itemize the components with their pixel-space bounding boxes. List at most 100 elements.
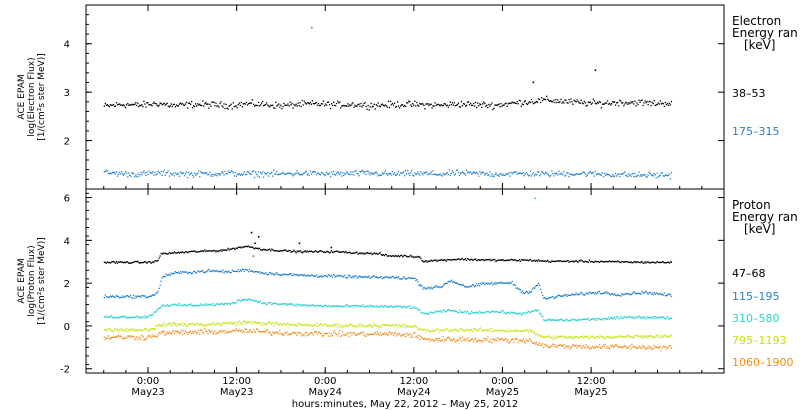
proton-point — [636, 293, 638, 295]
electron-point — [478, 105, 480, 107]
proton-point — [386, 255, 389, 257]
proton-point — [151, 328, 153, 331]
proton-series-4 — [103, 328, 673, 352]
proton-point — [485, 338, 487, 340]
proton-point — [554, 344, 556, 346]
proton-point — [141, 294, 143, 297]
proton-point — [605, 336, 608, 338]
proton-point — [457, 312, 460, 314]
proton-legend-item: 795–1193 — [732, 334, 787, 347]
proton-point — [627, 317, 629, 319]
proton-point — [204, 324, 206, 327]
electron-point — [386, 106, 389, 108]
proton-point — [290, 333, 292, 335]
electron-point — [272, 104, 274, 106]
electron-point — [186, 176, 189, 179]
proton-point — [353, 305, 355, 307]
electron-point — [192, 107, 194, 109]
proton-point — [410, 277, 412, 279]
proton-point — [354, 305, 356, 307]
electron-point — [164, 104, 166, 106]
proton-point — [369, 277, 371, 279]
electron-point — [591, 102, 593, 104]
electron-point — [633, 175, 635, 178]
proton-point — [526, 259, 529, 261]
electron-point — [548, 99, 550, 102]
proton-point — [435, 311, 437, 314]
electron-point — [660, 172, 662, 174]
electron-point — [456, 104, 459, 106]
electron-point — [221, 105, 223, 107]
proton-point — [594, 337, 596, 339]
proton-point — [265, 303, 267, 305]
proton-point — [456, 282, 459, 284]
proton-point — [467, 258, 470, 260]
electron-point — [408, 100, 410, 102]
proton-point — [349, 324, 351, 326]
proton-point — [652, 261, 654, 263]
proton-outlier-point — [250, 231, 253, 234]
proton-point — [108, 327, 111, 330]
proton-point — [308, 334, 310, 336]
proton-point — [192, 272, 194, 274]
proton-point — [105, 315, 108, 317]
electron-point — [532, 172, 535, 174]
proton-point — [135, 337, 137, 339]
proton-point — [221, 331, 223, 333]
electron-point — [105, 169, 108, 171]
proton-point — [558, 294, 560, 296]
proton-point — [301, 252, 303, 254]
proton-point — [105, 296, 108, 298]
proton-point — [479, 310, 481, 312]
proton-point — [545, 319, 547, 321]
proton-point — [420, 257, 422, 259]
electron-point — [483, 172, 485, 174]
proton-point — [665, 262, 668, 264]
proton-point — [275, 323, 277, 325]
proton-point — [157, 259, 159, 261]
proton-point — [667, 293, 670, 295]
electron-point — [646, 100, 648, 103]
proton-point — [569, 337, 571, 339]
proton-point — [566, 260, 568, 262]
electron-point — [364, 171, 366, 173]
electron-point — [625, 101, 627, 103]
proton-point — [597, 260, 600, 263]
proton-point — [527, 331, 530, 333]
proton-point — [591, 292, 593, 294]
electron-point — [576, 173, 578, 175]
proton-point — [132, 297, 134, 300]
electron-point — [562, 101, 564, 103]
proton-point — [660, 316, 662, 318]
proton-point — [633, 336, 635, 339]
proton-point — [499, 259, 501, 261]
proton-point — [372, 333, 374, 335]
proton-point — [377, 306, 379, 308]
electron-point — [373, 172, 375, 174]
proton-point — [199, 304, 201, 307]
proton-point — [494, 282, 496, 284]
electron-point — [423, 104, 425, 107]
proton-point — [396, 305, 399, 308]
proton-point — [292, 250, 294, 252]
proton-point — [375, 306, 377, 308]
electron-point — [455, 169, 458, 172]
proton-point — [617, 345, 619, 348]
electron-point — [434, 102, 436, 104]
electron-point — [148, 170, 150, 172]
proton-point — [205, 324, 207, 326]
electron-point — [231, 170, 233, 173]
proton-point — [265, 331, 267, 333]
electron-point — [356, 172, 358, 175]
proton-point — [121, 316, 123, 318]
proton-point — [250, 299, 253, 301]
electron-point — [120, 173, 122, 175]
electron-point — [509, 102, 511, 104]
proton-point — [375, 252, 377, 254]
proton-point — [163, 305, 165, 307]
proton-point — [231, 330, 233, 332]
electron-point — [401, 104, 403, 106]
proton-point — [553, 345, 555, 347]
proton-point — [598, 261, 601, 263]
proton-point — [215, 269, 217, 272]
